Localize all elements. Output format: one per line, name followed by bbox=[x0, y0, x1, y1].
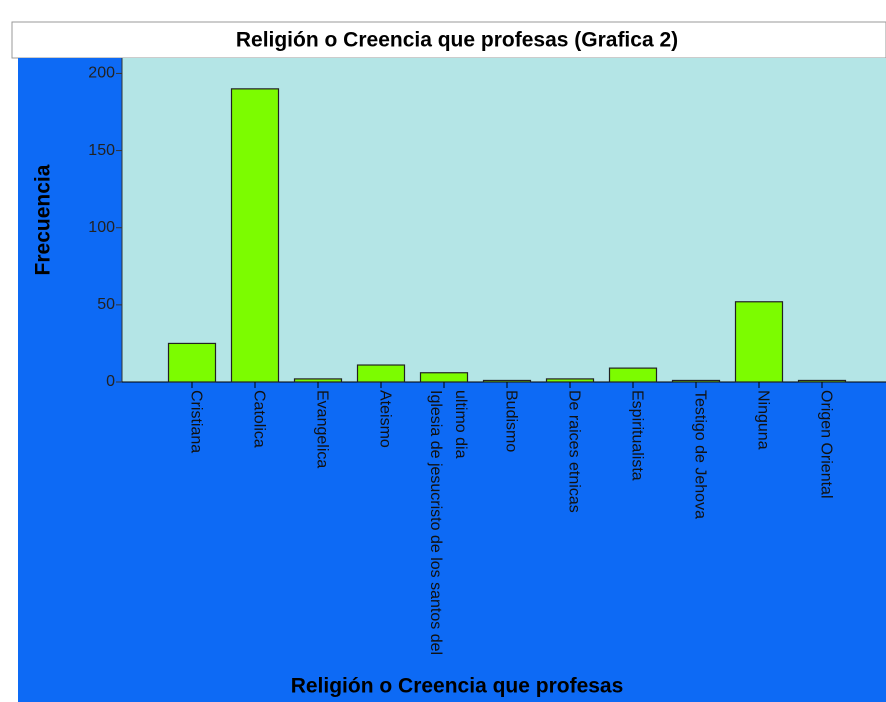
title-bar bbox=[11, 21, 886, 59]
x-tick-label: Budismo bbox=[502, 390, 520, 453]
x-tick-label: De raices etnicas bbox=[565, 390, 583, 513]
x-tick-label: Ateismo bbox=[376, 390, 394, 448]
bar bbox=[734, 301, 784, 383]
bar bbox=[608, 367, 658, 383]
bar bbox=[356, 364, 406, 383]
x-tick-label: Testigo de Jehova bbox=[691, 390, 709, 519]
bar bbox=[230, 88, 280, 383]
bar bbox=[671, 379, 721, 383]
bar bbox=[293, 378, 343, 383]
bar bbox=[482, 379, 532, 383]
x-axis-label: Religión o Creencia que profesas bbox=[291, 675, 624, 698]
bar bbox=[167, 342, 217, 383]
x-tick-label: Iglesia de jesucristo de los santos del … bbox=[427, 390, 469, 656]
x-tick-label: Ninguna bbox=[754, 390, 772, 450]
y-tick-label: 200 bbox=[88, 65, 115, 82]
chart-title: Religión o Creencia que profesas (Grafic… bbox=[236, 29, 678, 52]
y-tick-label: 150 bbox=[88, 142, 115, 159]
y-axis-label: Frecuencia bbox=[32, 164, 55, 275]
bar bbox=[797, 379, 847, 383]
x-tick-label: Cristiana bbox=[187, 390, 205, 454]
y-tick-label: 0 bbox=[106, 373, 115, 390]
x-tick-label: Catolica bbox=[250, 390, 268, 448]
x-tick-label: Origen Oriental bbox=[817, 390, 835, 499]
x-tick-label: Espiritualista bbox=[628, 390, 646, 481]
x-tick-label: Evangelica bbox=[313, 390, 331, 469]
bar bbox=[419, 372, 469, 383]
y-tick-label: 100 bbox=[88, 219, 115, 236]
bar bbox=[545, 378, 595, 383]
y-tick-label: 50 bbox=[97, 296, 115, 313]
